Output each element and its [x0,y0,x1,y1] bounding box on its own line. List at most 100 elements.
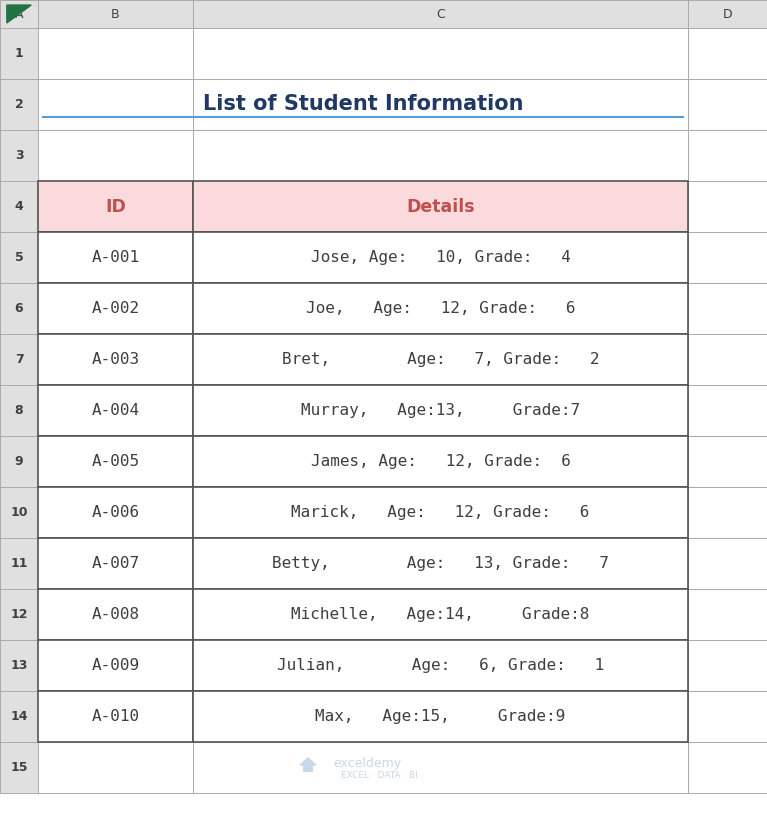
Bar [38,181,193,232]
Bar [38,640,193,691]
Text: 11: 11 [10,557,28,570]
Text: Max,   Age:15,     Grade:9: Max, Age:15, Grade:9 [315,709,565,724]
Text: ID: ID [105,198,126,215]
Bar [38,742,193,793]
Text: D: D [723,8,732,21]
Bar [38,334,193,385]
Bar [0,385,38,436]
Text: A-005: A-005 [91,454,140,469]
Text: 10: 10 [10,506,28,519]
Bar [38,487,193,538]
Bar [688,232,767,283]
Text: A-003: A-003 [91,352,140,367]
Text: 7: 7 [15,353,23,366]
Bar [303,765,313,772]
Bar [688,283,767,334]
Text: A-007: A-007 [91,556,140,571]
Bar [0,232,38,283]
Bar [193,79,688,130]
Bar [688,742,767,793]
Bar [38,538,193,589]
Bar [193,181,688,232]
Bar [0,0,38,28]
Text: 8: 8 [15,404,23,417]
Text: B: B [111,8,120,21]
Text: 14: 14 [10,710,28,723]
Bar [688,691,767,742]
Bar [0,28,38,79]
Bar [193,0,688,28]
Bar [688,28,767,79]
Bar [688,436,767,487]
Bar [688,79,767,130]
Text: 9: 9 [15,455,23,468]
Bar [38,589,193,640]
Bar [193,589,688,640]
Bar [38,28,193,79]
Bar [38,487,193,538]
Text: A: A [15,8,23,21]
Bar [688,487,767,538]
Bar [38,232,193,283]
Bar [38,130,193,181]
Text: 3: 3 [15,149,23,162]
Bar [38,538,193,589]
Bar [688,538,767,589]
Text: exceldemy: exceldemy [333,757,401,770]
Bar [38,436,193,487]
Bar [38,385,193,436]
Bar [193,589,688,640]
Bar [38,283,193,334]
Bar [193,334,688,385]
Bar [193,538,688,589]
Text: EXCEL · DATA · BI: EXCEL · DATA · BI [341,771,418,780]
Bar [688,385,767,436]
Text: 2: 2 [15,98,23,111]
Text: Marick,   Age:   12, Grade:   6: Marick, Age: 12, Grade: 6 [291,505,590,520]
Text: 5: 5 [15,251,23,264]
Text: 4: 4 [15,200,23,213]
Bar [688,181,767,232]
Bar [0,691,38,742]
Bar [193,232,688,283]
Text: C: C [436,8,445,21]
Bar [193,538,688,589]
Bar [193,283,688,334]
Text: James, Age:   12, Grade:  6: James, Age: 12, Grade: 6 [311,454,571,469]
Text: 12: 12 [10,608,28,621]
Bar [38,79,193,130]
Bar [38,691,193,742]
Polygon shape [300,758,316,765]
Bar [193,385,688,436]
Bar [193,487,688,538]
Text: A-006: A-006 [91,505,140,520]
Bar [193,283,688,334]
Bar [193,640,688,691]
Bar [0,181,38,232]
Text: A-004: A-004 [91,403,140,418]
Bar [38,436,193,487]
Bar [38,334,193,385]
Bar [0,487,38,538]
Bar [0,283,38,334]
Bar [193,28,688,79]
Bar [193,691,688,742]
Bar [193,436,688,487]
Text: A-001: A-001 [91,250,140,265]
Bar [38,283,193,334]
Bar [193,640,688,691]
Bar [0,640,38,691]
Bar [688,130,767,181]
Bar [38,0,193,28]
Bar [38,589,193,640]
Bar [688,640,767,691]
Text: Betty,        Age:   13, Grade:   7: Betty, Age: 13, Grade: 7 [272,556,609,571]
Text: List of Student Information: List of Student Information [202,94,523,114]
Text: 15: 15 [10,761,28,774]
Text: Murray,   Age:13,     Grade:7: Murray, Age:13, Grade:7 [301,403,580,418]
Text: Bret,        Age:   7, Grade:   2: Bret, Age: 7, Grade: 2 [281,352,599,367]
Text: Joe,   Age:   12, Grade:   6: Joe, Age: 12, Grade: 6 [306,301,575,316]
Bar [38,385,193,436]
Bar [0,0,38,28]
Bar [0,589,38,640]
